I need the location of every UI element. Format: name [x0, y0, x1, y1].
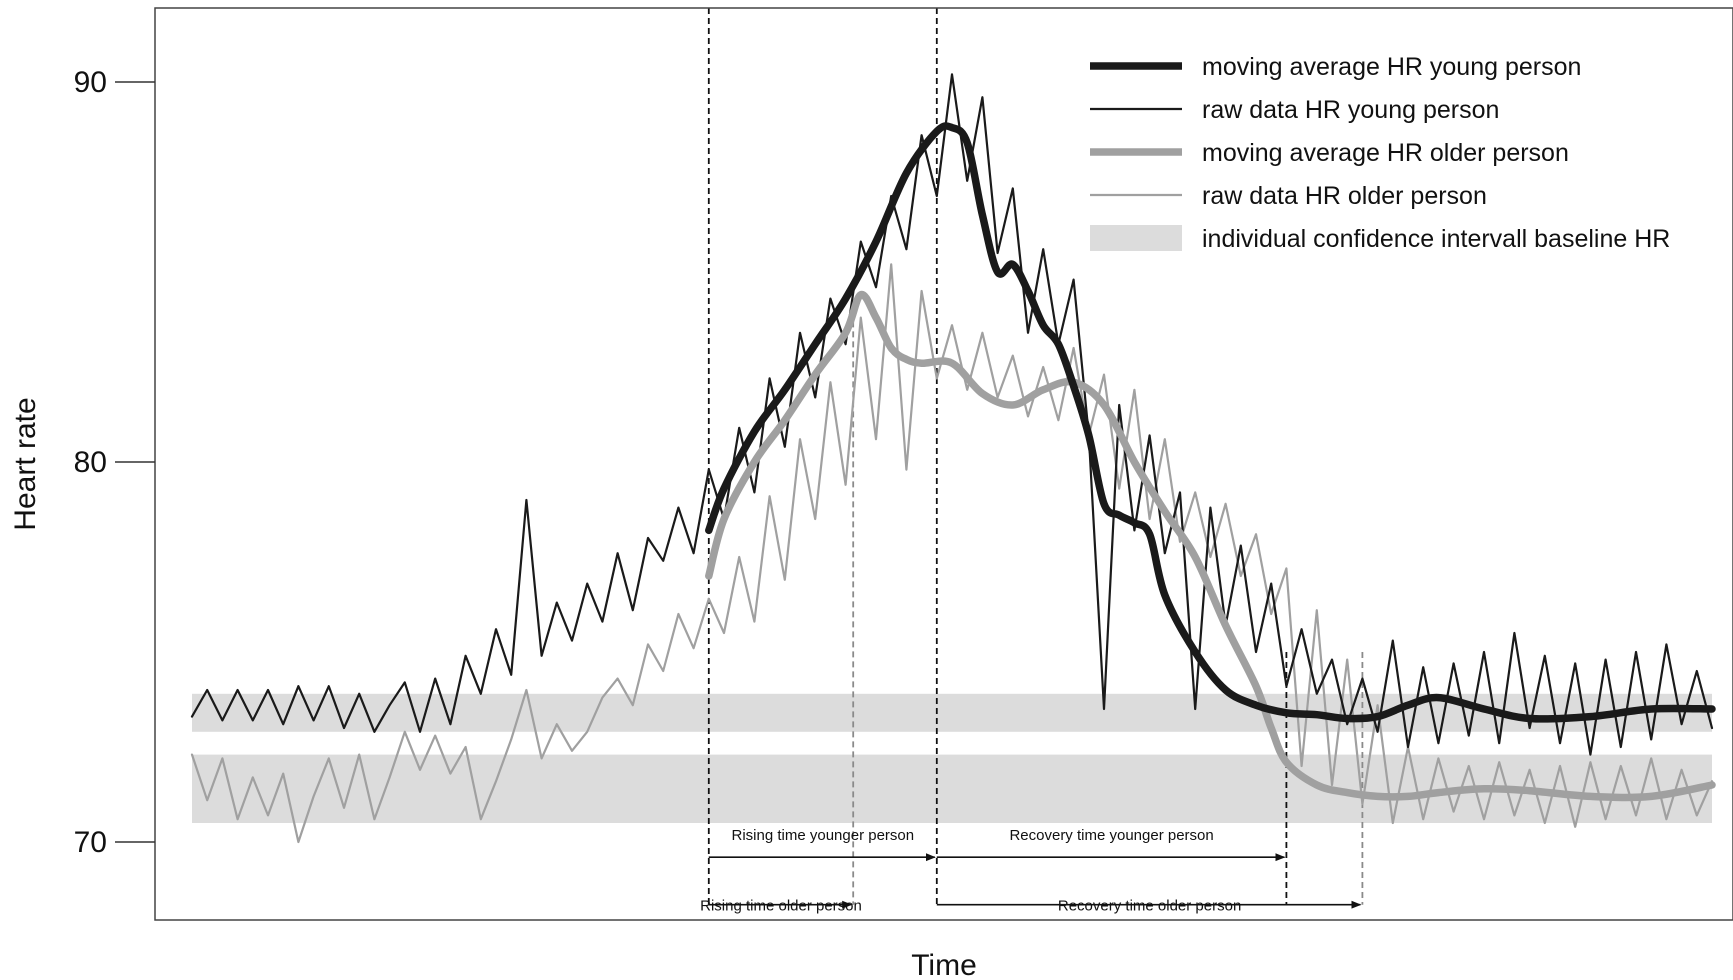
x-axis-title: Time [911, 949, 977, 980]
y-tick-label-80: 80 [74, 446, 107, 479]
legend-label-1: raw data HR young person [1202, 96, 1499, 124]
confidence-bands [192, 693, 1712, 823]
legend-label-4: individual confidence intervall baseline… [1202, 225, 1670, 253]
time-annotations: Rising time younger person Recovery time … [700, 827, 1362, 914]
series-line-young-avg [705, 122, 1716, 723]
y-tick-label-70: 70 [74, 826, 107, 859]
series-lines [190, 73, 1716, 844]
vertical-markers [707, 8, 1364, 905]
annotation-label-0: Rising time younger person [732, 827, 915, 844]
series-line-older-avg [705, 290, 1716, 802]
legend-label-3: raw data HR older person [1202, 182, 1487, 210]
legend: moving average HR young person raw data H… [1090, 53, 1670, 253]
series-line-young-raw [190, 73, 1714, 756]
y-axis: 70 80 90 [74, 66, 155, 859]
plot-frame [154, 7, 1733, 921]
legend-swatch-4 [1090, 225, 1182, 251]
series-line-older-raw [190, 263, 1714, 844]
annotation-label-1: Recovery time younger person [1009, 827, 1213, 844]
annotation-label-2: Rising time older person [700, 897, 862, 914]
legend-label-2: moving average HR older person [1202, 139, 1569, 167]
y-tick-label-90: 90 [74, 66, 107, 99]
legend-label-0: moving average HR young person [1202, 53, 1581, 81]
y-axis-title: Heart rate [9, 397, 42, 530]
annotation-label-3: Recovery time older person [1058, 897, 1241, 914]
